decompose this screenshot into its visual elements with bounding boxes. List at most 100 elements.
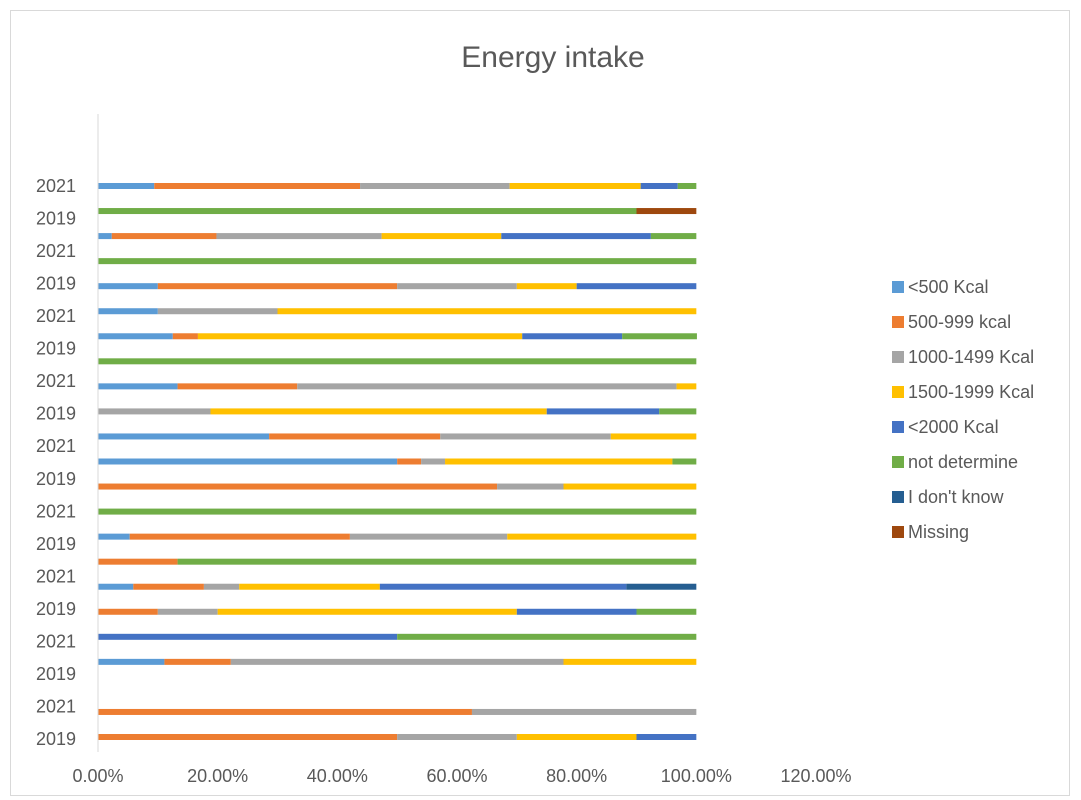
bar-segment-2-1 xyxy=(111,233,217,240)
legend-swatch xyxy=(892,386,904,398)
bar-segment-15-5 xyxy=(177,558,697,565)
y-tick-label: 2021 xyxy=(36,566,76,586)
bar-segment-22-4 xyxy=(636,734,697,740)
bar-segment-22-3 xyxy=(516,734,637,740)
bar-segment-2-3 xyxy=(381,233,502,240)
x-tick-label: 100.00% xyxy=(661,766,732,786)
legend-swatch xyxy=(892,421,904,433)
bar-segment-14-1 xyxy=(129,533,350,540)
bar-segment-17-2 xyxy=(157,608,218,615)
legend-item: Missing xyxy=(892,522,969,542)
bar-segment-2-4 xyxy=(501,233,651,240)
bar-segment-10-3 xyxy=(610,433,697,440)
chart-frame xyxy=(10,10,1070,796)
bar-segment-18-4 xyxy=(98,633,398,640)
y-tick-label: 2019 xyxy=(36,664,76,684)
bar-segment-4-4 xyxy=(576,283,697,290)
bar-segment-17-1 xyxy=(98,608,158,615)
bar-segment-19-0 xyxy=(98,658,165,665)
bar-segment-16-0 xyxy=(98,583,134,590)
legend-label: <2000 Kcal xyxy=(908,417,999,437)
bar-segment-4-2 xyxy=(397,283,517,290)
bar-segment-17-3 xyxy=(217,608,517,615)
x-tick-label: 120.00% xyxy=(780,766,851,786)
legend-swatch xyxy=(892,281,904,293)
y-tick-label: 2021 xyxy=(36,436,76,456)
y-tick-label: 2021 xyxy=(36,696,76,716)
x-tick-label: 60.00% xyxy=(426,766,487,786)
legend-swatch xyxy=(892,491,904,503)
legend-item: I don't know xyxy=(892,487,1004,507)
legend-label: 500-999 kcal xyxy=(908,312,1011,332)
bar-segment-13-5 xyxy=(98,508,697,515)
bar-segment-6-4 xyxy=(522,333,623,340)
y-tick-label: 2021 xyxy=(36,371,76,391)
x-tick-label: 80.00% xyxy=(546,766,607,786)
bar-segment-2-0 xyxy=(98,233,112,240)
bar-segment-16-4 xyxy=(379,583,627,590)
bar-segment-5-0 xyxy=(98,308,158,315)
legend-item: 1000-1499 Kcal xyxy=(892,347,1034,367)
chart-title: Energy intake xyxy=(461,41,644,74)
y-tick-label: 2019 xyxy=(36,534,76,554)
legend-label: 1000-1499 Kcal xyxy=(908,347,1034,367)
y-tick-label: 2021 xyxy=(36,501,76,521)
legend-swatch xyxy=(892,316,904,328)
bar-segment-22-2 xyxy=(397,734,517,740)
bar-segment-16-1 xyxy=(133,583,204,590)
bar-segment-9-5 xyxy=(659,408,697,415)
bar-segment-19-1 xyxy=(164,658,231,665)
bar-segment-1-5 xyxy=(98,208,637,215)
bar-segment-0-1 xyxy=(154,183,361,189)
bar-segment-4-0 xyxy=(98,283,158,290)
y-tick-label: 2019 xyxy=(36,599,76,619)
x-tick-label: 0.00% xyxy=(72,766,123,786)
y-tick-label: 2019 xyxy=(36,339,76,359)
y-tick-label: 2019 xyxy=(36,274,76,294)
legend-label: Missing xyxy=(908,522,969,542)
bar-segment-0-4 xyxy=(640,183,678,189)
legend-label: <500 Kcal xyxy=(908,277,989,297)
bar-segment-19-2 xyxy=(230,658,564,665)
bar-segment-4-1 xyxy=(157,283,398,290)
y-tick-label: 2021 xyxy=(36,176,76,196)
x-tick-label: 40.00% xyxy=(307,766,368,786)
axis-layer: 2021 2019 2021 2019 2021 2019 2021 2019 2021 2019… xyxy=(36,114,852,786)
bar-segment-11-3 xyxy=(445,458,673,465)
y-tick-label: 2019 xyxy=(36,469,76,489)
y-tick-label: 2019 xyxy=(36,729,76,749)
bar-segment-2-2 xyxy=(216,233,382,240)
bar-segment-0-5 xyxy=(677,183,697,189)
legend-item: 1500-1999 Kcal xyxy=(892,382,1034,402)
bar-segment-14-0 xyxy=(98,533,130,540)
legend-swatch xyxy=(892,351,904,363)
legend-item: <500 Kcal xyxy=(892,277,989,297)
bar-segment-4-3 xyxy=(516,283,577,290)
legend-swatch xyxy=(892,526,904,538)
bar-segment-17-4 xyxy=(516,608,637,615)
bar-segment-2-5 xyxy=(650,233,697,240)
bar-segment-9-2 xyxy=(98,408,211,415)
legend-item: not determine xyxy=(892,452,1018,472)
bar-segment-11-2 xyxy=(421,458,446,465)
legend-item: 500-999 kcal xyxy=(892,312,1011,332)
legend-swatch xyxy=(892,456,904,468)
y-tick-label: 2021 xyxy=(36,306,76,326)
bar-segment-6-5 xyxy=(622,333,697,340)
bar-segment-11-0 xyxy=(98,458,398,465)
bar-segment-3-5 xyxy=(98,258,697,265)
bar-segment-9-3 xyxy=(210,408,547,415)
bar-segment-22-1 xyxy=(98,734,398,740)
bar-segment-6-0 xyxy=(98,333,173,340)
bar-segment-1-7 xyxy=(636,208,697,215)
bar-segment-19-3 xyxy=(563,658,697,665)
y-tick-label: 2019 xyxy=(36,404,76,424)
bar-segment-0-0 xyxy=(98,183,155,189)
bar-segment-9-4 xyxy=(546,408,660,415)
legend-label: 1500-1999 Kcal xyxy=(908,382,1034,402)
legend: <500 Kcal 500-999 kcal 1000-1499 Kcal 1500-… xyxy=(892,277,1034,542)
y-tick-label: 2021 xyxy=(36,631,76,651)
bar-segment-10-1 xyxy=(269,433,441,440)
bar-segment-15-1 xyxy=(98,558,178,565)
bar-segment-21-1 xyxy=(98,708,472,715)
